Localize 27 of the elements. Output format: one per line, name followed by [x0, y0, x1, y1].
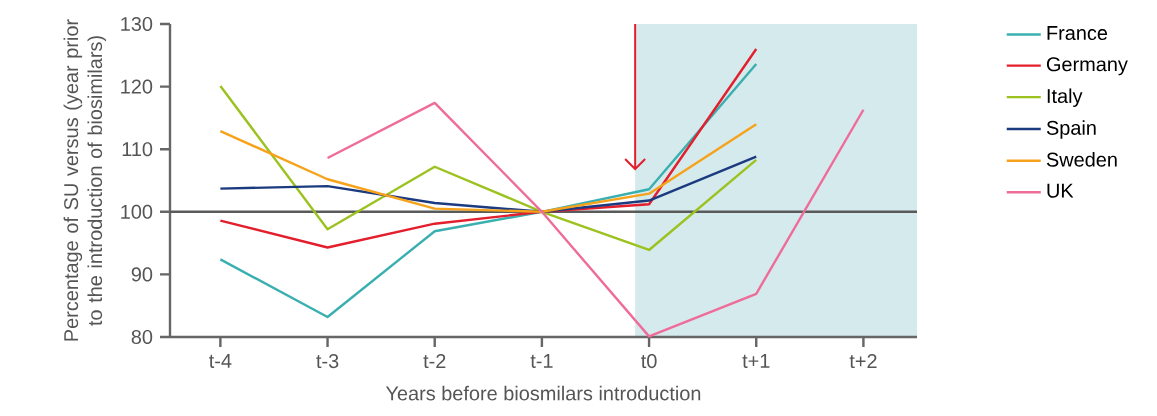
- y-tick-label: 120: [121, 79, 153, 94]
- line-series: [219, 62, 758, 319]
- y-tick-label: 110: [122, 142, 153, 157]
- x-tick-label: t0: [641, 354, 657, 369]
- x-tick-label: t-2: [423, 354, 446, 369]
- legend-label: Germany: [1046, 57, 1128, 76]
- x-tick-label: t-4: [209, 354, 232, 368]
- y-axis-title: Percentage of SU versus (year prior to the introduction of biosimilars): [63, 19, 107, 341]
- x-axis-title: Years before biosmilars introduction: [385, 385, 701, 401]
- line-series: [219, 122, 758, 213]
- line-series: [219, 155, 758, 213]
- x-tick-label: t-1: [530, 354, 553, 368]
- line-series: [219, 47, 758, 249]
- y-tick-label: 90: [131, 267, 153, 282]
- legend-label: Sweden: [1046, 152, 1117, 167]
- y-tick-label: 130: [121, 16, 153, 32]
- legend-label: UK: [1047, 183, 1074, 198]
- y-tick-label: 80: [131, 329, 153, 345]
- legend-label: France: [1047, 26, 1108, 41]
- x-tick-label: t+2: [849, 354, 877, 369]
- line-series: [219, 84, 758, 252]
- x-tick-label: t-3: [316, 354, 339, 369]
- legend-label: Spain: [1046, 120, 1096, 139]
- line-series: [326, 101, 865, 338]
- legend-label: Italy: [1047, 88, 1083, 108]
- y-tick-label: 100: [121, 204, 153, 219]
- x-tick-label: t+1: [742, 354, 770, 368]
